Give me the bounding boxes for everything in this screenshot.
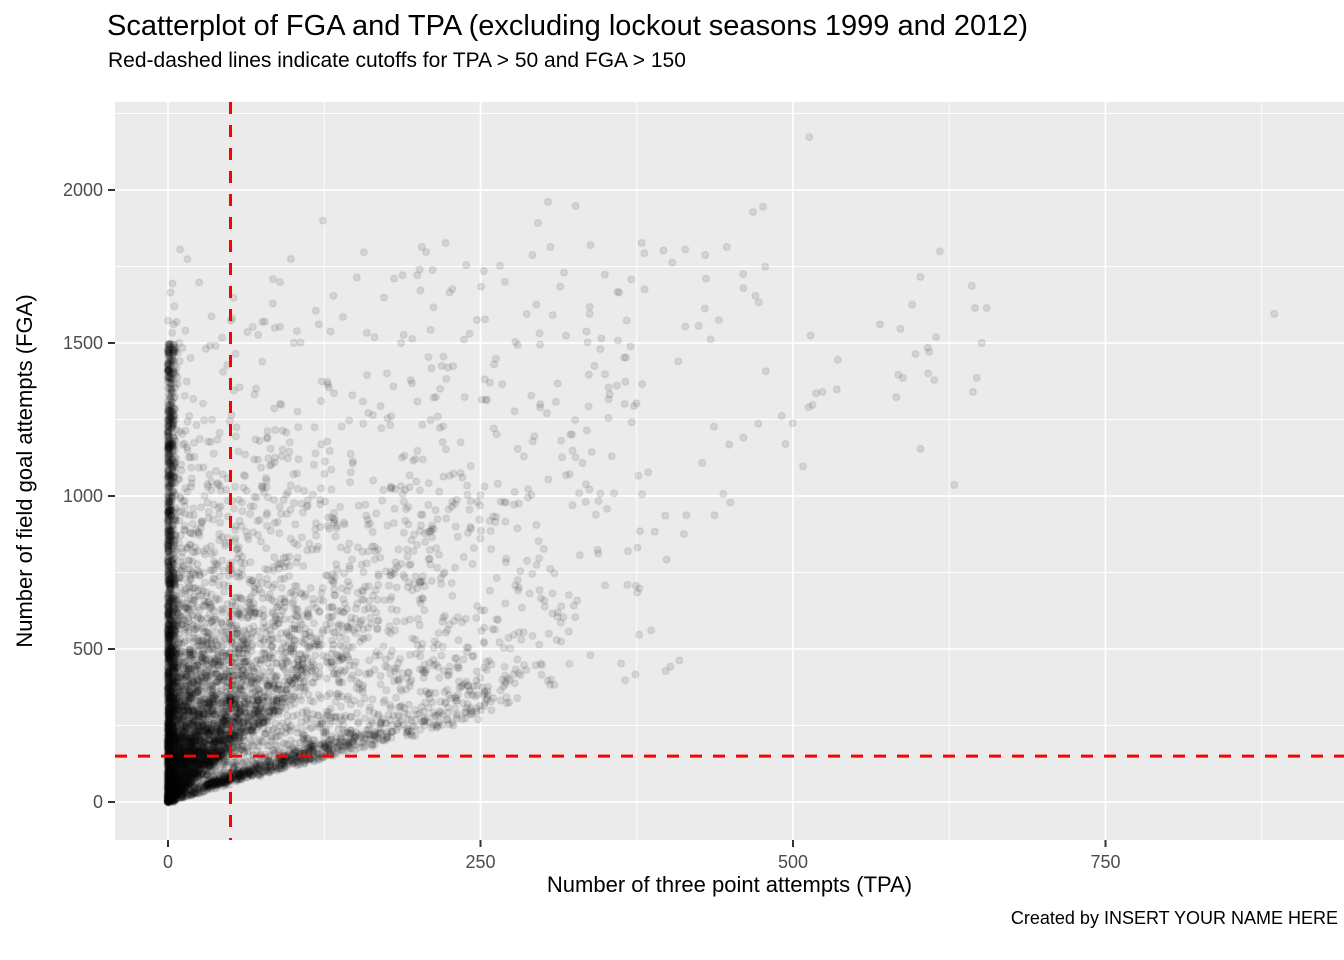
y-tick-label: 2000 (63, 180, 103, 200)
x-axis-title: Number of three point attempts (TPA) (546, 872, 913, 897)
y-tick-label: 500 (73, 639, 103, 659)
y-tick-label: 0 (93, 792, 103, 812)
chart-title: Scatterplot of FGA and TPA (excluding lo… (107, 10, 1029, 42)
chart-subtitle: Red-dashed lines indicate cutoffs for TP… (108, 49, 686, 72)
x-tick-label: 500 (778, 852, 808, 872)
x-tick-label: 0 (163, 852, 173, 872)
y-axis-title: Number of field goal attempts (FGA) (12, 294, 37, 648)
y-tick-label: 1500 (63, 333, 103, 353)
x-tick-label: 750 (1090, 852, 1120, 872)
chart-caption: Created by INSERT YOUR NAME HERE (1010, 908, 1338, 928)
x-tick-label: 250 (465, 852, 495, 872)
y-tick-label: 1000 (63, 486, 103, 506)
